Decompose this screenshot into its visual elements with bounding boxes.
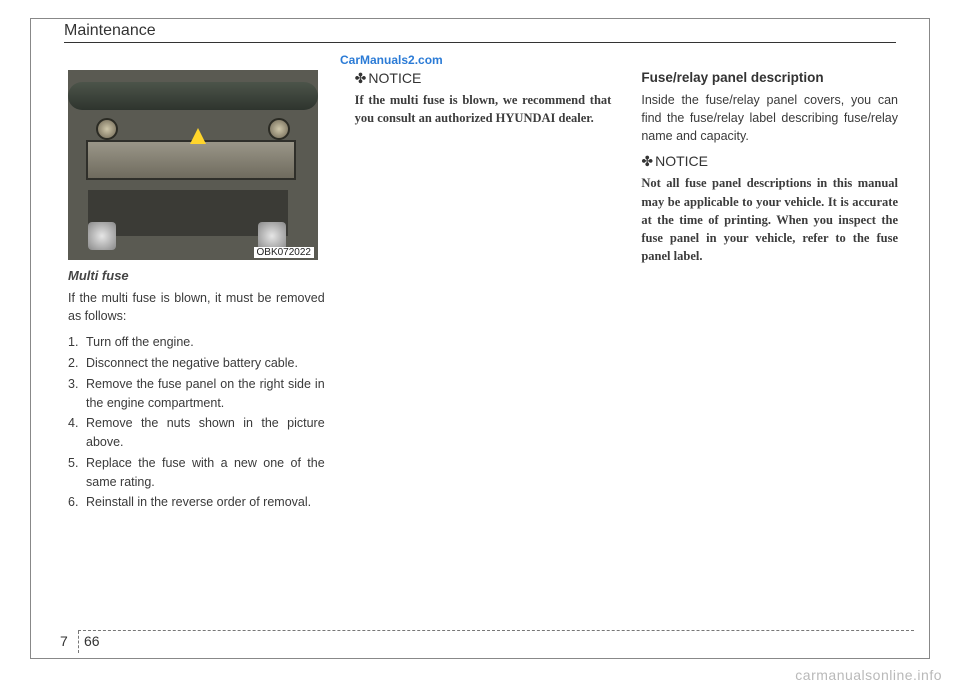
- page-header: Maintenance: [64, 22, 896, 43]
- step-3: 3.Remove the fuse panel on the right sid…: [68, 375, 325, 413]
- figure-bolt-right: [268, 118, 290, 140]
- figure-hose: [68, 82, 318, 110]
- step-2: 2.Disconnect the negative battery cable.: [68, 354, 325, 373]
- column-3: Fuse/relay panel description Inside the …: [641, 70, 898, 514]
- step-text: Reinstall in the reverse order of remova…: [86, 495, 311, 509]
- step-1: 1.Turn off the engine.: [68, 333, 325, 352]
- footer-dashed-line: [78, 630, 914, 631]
- page-number: 66: [84, 633, 100, 649]
- fuse-relay-body: Inside the fuse/relay panel covers, you …: [641, 91, 898, 145]
- fuse-relay-heading: Fuse/relay panel description: [641, 70, 898, 85]
- notice-body-2: Not all fuse panel descriptions in this …: [641, 174, 898, 265]
- step-4: 4.Remove the nuts shown in the picture a…: [68, 414, 325, 452]
- notice-label: NOTICE: [368, 70, 421, 86]
- step-5: 5.Replace the fuse with a new one of the…: [68, 454, 325, 492]
- multi-fuse-figure: OBK072022: [68, 70, 318, 260]
- figure-board: [86, 140, 296, 180]
- notice-body: If the multi fuse is blown, we recommend…: [355, 91, 612, 127]
- multi-fuse-steps: 1.Turn off the engine. 2.Disconnect the …: [68, 333, 325, 512]
- notice-heading: ✤NOTICE: [355, 70, 612, 87]
- header-title: Maintenance: [64, 22, 156, 39]
- notice-heading-2: ✤NOTICE: [641, 153, 898, 170]
- multi-fuse-subhead: Multi fuse: [68, 268, 325, 283]
- figure-arrow-icon: [190, 128, 206, 144]
- column-1: OBK072022 Multi fuse If the multi fuse i…: [68, 70, 325, 514]
- step-text: Disconnect the negative battery cable.: [86, 356, 298, 370]
- figure-bolt-left: [96, 118, 118, 140]
- maltese-cross-icon: ✤: [355, 70, 367, 86]
- figure-relay-left: [88, 222, 116, 250]
- maltese-cross-icon: ✤: [641, 153, 653, 169]
- step-text: Turn off the engine.: [86, 335, 194, 349]
- content-columns: OBK072022 Multi fuse If the multi fuse i…: [68, 70, 898, 514]
- step-6: 6.Reinstall in the reverse order of remo…: [68, 493, 325, 512]
- column-2: ✤NOTICE If the multi fuse is blown, we r…: [355, 70, 612, 514]
- step-text: Remove the nuts shown in the picture abo…: [86, 416, 325, 449]
- multi-fuse-intro: If the multi fuse is blown, it must be r…: [68, 289, 325, 325]
- watermark-bottom: carmanualsonline.info: [795, 667, 942, 683]
- figure-code: OBK072022: [254, 247, 315, 258]
- chapter-number: 7: [60, 633, 68, 649]
- step-text: Remove the fuse panel on the right side …: [86, 377, 325, 410]
- notice-label: NOTICE: [655, 153, 708, 169]
- figure-relay-right: [258, 222, 286, 250]
- watermark-top: CarManuals2.com: [340, 53, 443, 67]
- footer-dashed-vertical: [78, 631, 79, 653]
- step-text: Replace the fuse with a new one of the s…: [86, 456, 325, 489]
